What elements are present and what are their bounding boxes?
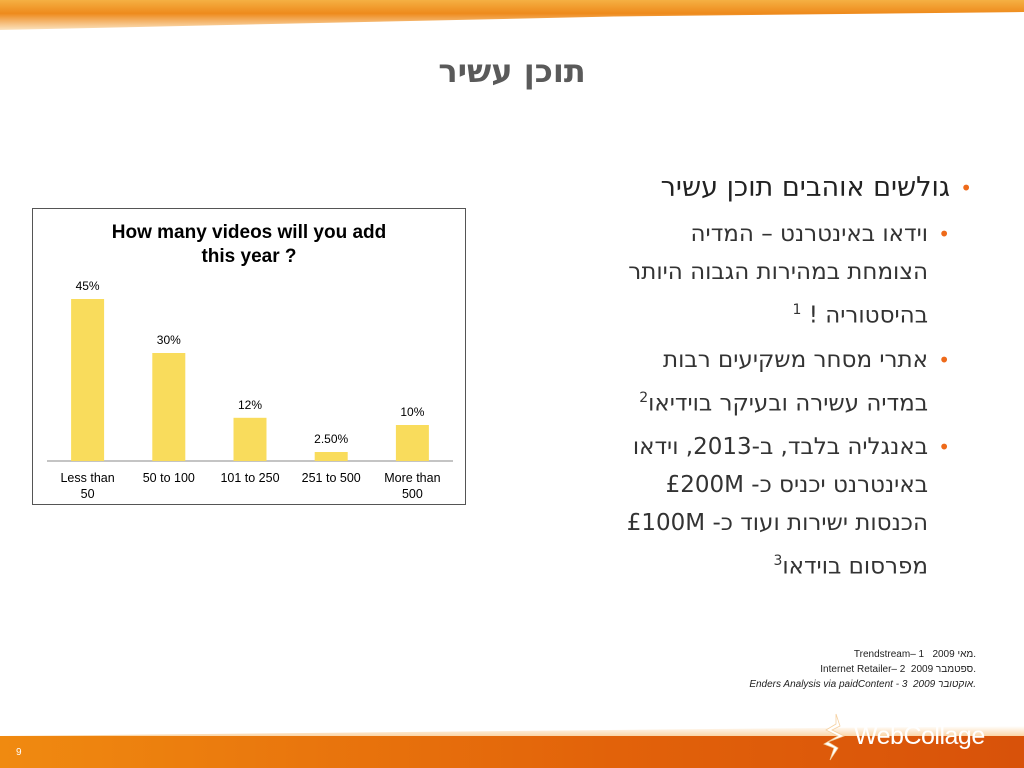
bullet-sub-1-line-1: וידאו באינטרנט – המדיה: [690, 221, 928, 247]
bullet-main-text: גולשים אוהבים תוכן עשיר: [660, 172, 950, 203]
bullet-sub-3-line-2: באינטרנט יכניס כ- £200M: [665, 472, 928, 499]
x-tick-label-4-0: More than: [384, 471, 440, 485]
footnote-3-text: Enders Analysis via paidContent - אוקטוב…: [749, 679, 974, 690]
footnote-ref-2: 2: [639, 389, 649, 406]
bar-0: [71, 299, 105, 461]
chart-title: How many videos will you add this year ?: [33, 221, 465, 269]
footnote-3: Enders Analysis via paidContent - אוקטוב…: [376, 677, 976, 692]
bullet-dot: •: [938, 222, 950, 246]
bottom-decor-curve: [0, 726, 1024, 736]
bullet-sub-2-line-2-text: במדיה עשירה ובעיקר בוידיאו: [648, 390, 928, 417]
bullet-sub-3-line-4: מפרסום בוידאו3: [502, 542, 928, 586]
footnote-ref-1: 1: [792, 302, 802, 318]
bullet-sub-1-line-2: הצומחת במהירות הגבוה היותר: [628, 259, 928, 285]
data-label-4: 10%: [400, 405, 424, 419]
bar-1: [152, 353, 186, 461]
footnote-3-num: 3.: [901, 679, 976, 690]
chart-title-line-2: this year ?: [201, 246, 297, 267]
data-label-0: 45%: [76, 279, 100, 293]
x-tick-label-0-1: 50: [81, 487, 95, 501]
data-label-1: 30%: [157, 333, 181, 347]
bullet-sub-3: • באנגליה בלבד, ב-2013, וידאו באינטרנט י…: [502, 428, 950, 586]
bar-4: [395, 425, 429, 461]
x-tick-label-2-0: 101 to 250: [220, 471, 279, 485]
x-tick-label-0-0: Less than: [60, 471, 114, 485]
bullet-dot: •: [938, 435, 950, 460]
bullet-dot: •: [938, 347, 950, 372]
footnote-1-text: Trendstream– מאי 2009: [853, 649, 974, 660]
chart-title-line-1: How many videos will you add: [111, 222, 387, 243]
footnote-1-num: 1.: [918, 649, 976, 660]
bullet-sub-3-line-3: הכנסות ישירות ועוד כ- £100M: [626, 510, 928, 537]
webcollage-logo: WebCollage: [818, 712, 998, 762]
bar-chart: How many videos will you add this year ?…: [32, 208, 466, 505]
page-number: 9: [16, 747, 22, 758]
x-tick-label-1-0: 50 to 100: [143, 471, 195, 485]
data-label-2: 12%: [238, 398, 262, 412]
top-decor-bar: [0, 0, 1024, 30]
bullet-sub-1-line-3: בהיסטוריה ! 1: [502, 291, 929, 335]
logo-text: WebCollage: [854, 722, 985, 750]
bullet-main: • גולשים אוהבים תוכן עשיר: [502, 172, 972, 203]
footnotes: Trendstream– מאי 2009 1. Internet Retail…: [376, 647, 976, 692]
bullet-sub-3-line-4-text: מפרסום בוידאו: [782, 553, 928, 580]
chart-plot: 45% Less than 50 30% 50 to 100 12% 101 to 250 2…: [47, 279, 453, 501]
footnote-2-text: Internet Retailer– ספטמבר 2009: [820, 664, 974, 675]
slide-title: תוכן עשיר: [438, 52, 586, 90]
data-label-3: 2.50%: [314, 432, 348, 446]
footnote-2-num: 2.: [899, 664, 976, 675]
bullet-sub-2-line-2: במדיה עשירה ובעיקר בוידיאו2: [502, 379, 928, 423]
bottom-decor-bar: [0, 736, 1024, 768]
x-tick-label-4-1: 500: [402, 487, 423, 501]
footnote-2: Internet Retailer– ספטמבר 2009 2.: [376, 662, 976, 677]
bullet-sub-2-line-1: אתרי מסחר משקיעים רבות: [663, 346, 928, 373]
bullet-list: • גולשים אוהבים תוכן עשיר • וידאו באינטר…: [502, 172, 972, 592]
footnote-1: Trendstream– מאי 2009 1.: [376, 647, 976, 662]
logo-mark-icon: [823, 713, 845, 761]
bullet-sub-1: • וידאו באינטרנט – המדיה הצומחת במהירות …: [502, 215, 950, 335]
bullet-sub-3-line-1: באנגליה בלבד, ב-2013, וידאו: [632, 434, 928, 461]
bullet-sub-1-line-3-text: בהיסטוריה !: [808, 302, 928, 329]
bar-2: [233, 417, 267, 461]
x-tick-label-3-0: 251 to 500: [302, 471, 361, 485]
bullet-dot: •: [960, 176, 972, 200]
bar-3: [314, 452, 348, 461]
bullet-sub-2: • אתרי מסחר משקיעים רבות במדיה עשירה ובע…: [502, 341, 950, 423]
footnote-ref-3: 3: [773, 553, 783, 570]
